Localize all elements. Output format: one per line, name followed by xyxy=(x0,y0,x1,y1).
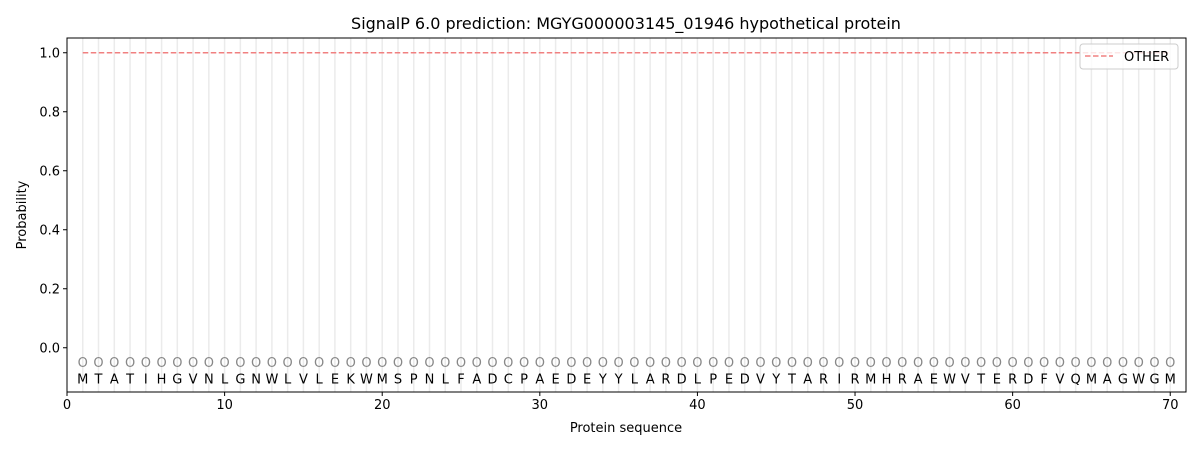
chart-title: SignalP 6.0 prediction: MGYG000003145_01… xyxy=(351,14,901,34)
residue-label: R xyxy=(661,373,670,388)
residue-label: R xyxy=(851,373,860,388)
y-axis-label: Probability xyxy=(15,180,30,249)
residue-label: A xyxy=(646,373,655,388)
residue-label: P xyxy=(520,373,528,388)
residue-label: L xyxy=(221,373,229,388)
x-tick-label: 60 xyxy=(1004,398,1021,413)
x-axis-label: Protein sequence xyxy=(570,421,682,436)
residue-label: T xyxy=(787,373,796,388)
residue-label: E xyxy=(993,373,1001,388)
residue-label: L xyxy=(694,373,702,388)
residue-label: M xyxy=(865,373,876,388)
residue-label: N xyxy=(251,373,261,388)
x-tick-label: 70 xyxy=(1162,398,1179,413)
x-tick-label: 20 xyxy=(374,398,391,413)
residue-label: C xyxy=(504,373,513,388)
residue-label: Y xyxy=(614,373,623,388)
residue-label: V xyxy=(756,373,765,388)
legend: OTHER xyxy=(1079,43,1179,70)
residue-label: A xyxy=(1103,373,1112,388)
residue-label: E xyxy=(583,373,591,388)
residue-label: H xyxy=(157,373,167,388)
residue-label: F xyxy=(1040,373,1047,388)
residue-label: P xyxy=(709,373,717,388)
residue-label: T xyxy=(125,373,134,388)
x-tick-label: 10 xyxy=(216,398,233,413)
plot-frame xyxy=(66,37,1187,393)
y-tick-label: 0.8 xyxy=(39,105,60,120)
residue-label: A xyxy=(914,373,923,388)
residue-label: G xyxy=(172,373,182,388)
residue-label: R xyxy=(819,373,828,388)
residue-label: E xyxy=(551,373,559,388)
residue-label: E xyxy=(331,373,339,388)
residue-label: W xyxy=(1132,373,1145,388)
residue-label: H xyxy=(882,373,892,388)
residue-label: D xyxy=(566,373,576,388)
residue-label: I xyxy=(837,373,841,388)
residue-label: M xyxy=(77,373,88,388)
residue-label: D xyxy=(488,373,498,388)
residue-label: G xyxy=(235,373,245,388)
residue-label: A xyxy=(803,373,812,388)
residue-label: V xyxy=(961,373,970,388)
residue-label: M xyxy=(1165,373,1176,388)
residue-label: I xyxy=(144,373,148,388)
residue-label: L xyxy=(284,373,292,388)
residue-label: V xyxy=(1055,373,1064,388)
residue-label: W xyxy=(360,373,373,388)
residue-label: A xyxy=(110,373,119,388)
residue-label: R xyxy=(898,373,907,388)
residue-label: N xyxy=(204,373,214,388)
residue-label: Q xyxy=(1071,373,1081,388)
residue-label: A xyxy=(472,373,481,388)
x-tick-label: 30 xyxy=(532,398,549,413)
y-tick-label: 0.6 xyxy=(39,164,60,179)
x-tick-label: 0 xyxy=(63,398,71,413)
y-tick-label: 0.0 xyxy=(39,341,60,356)
residue-label: G xyxy=(1149,373,1159,388)
legend-label-other: OTHER xyxy=(1124,50,1169,65)
residue-label: L xyxy=(316,373,324,388)
residue-label: W xyxy=(943,373,956,388)
residue-label: D xyxy=(677,373,687,388)
residue-label: E xyxy=(725,373,733,388)
x-tick-label: 40 xyxy=(689,398,706,413)
residue-label: E xyxy=(930,373,938,388)
residue-label: A xyxy=(535,373,544,388)
residue-label: P xyxy=(410,373,418,388)
residue-label: W xyxy=(265,373,278,388)
residue-label: F xyxy=(457,373,464,388)
residue-label: K xyxy=(346,373,355,388)
legend-box xyxy=(1079,43,1179,70)
residue-label: G xyxy=(1118,373,1128,388)
residue-label: Y xyxy=(598,373,607,388)
residue-label: L xyxy=(631,373,639,388)
residue-label: T xyxy=(976,373,985,388)
residue-label: Y xyxy=(771,373,780,388)
residue-label: N xyxy=(425,373,435,388)
predicted-labels: OOOOOOOOOOOOOOOOOOOOOOOOOOOOOOOOOOOOOOOO… xyxy=(78,356,1176,371)
residue-label: V xyxy=(299,373,308,388)
residue-label: T xyxy=(94,373,103,388)
residue-label: M xyxy=(377,373,388,388)
residue-label: L xyxy=(442,373,450,388)
residue-label: V xyxy=(189,373,198,388)
residue-label: S xyxy=(394,373,402,388)
residue-label: D xyxy=(1023,373,1033,388)
residue-label: M xyxy=(1086,373,1097,388)
y-tick-label: 1.0 xyxy=(39,46,60,61)
residue-label: R xyxy=(1008,373,1017,388)
y-tick-label: 0.4 xyxy=(39,223,60,238)
residue-label: D xyxy=(740,373,750,388)
x-tick-label: 50 xyxy=(847,398,864,413)
y-tick-label: 0.2 xyxy=(39,282,60,297)
